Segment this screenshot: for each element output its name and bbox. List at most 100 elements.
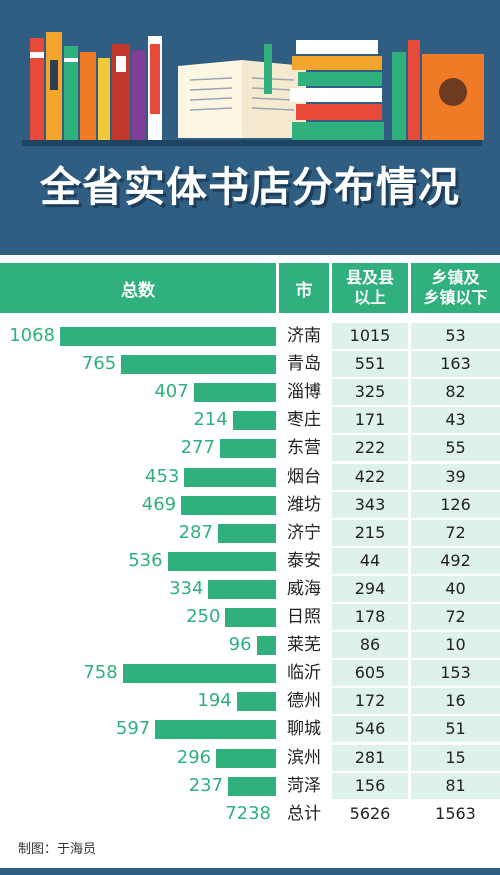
county-cell: 44	[332, 547, 408, 574]
bar-value-label: 407	[154, 381, 189, 403]
city-label: 泰安	[287, 550, 321, 571]
county-cell: 1015	[332, 323, 408, 349]
table-row: 194 德州 172 16	[0, 687, 500, 715]
bar-value-label: 469	[141, 493, 177, 515]
city-label: 济宁	[287, 522, 321, 543]
bar	[236, 692, 276, 712]
bar-value-label: 536	[128, 549, 163, 571]
credit-text: 制图：于海员	[18, 842, 97, 857]
bar	[184, 467, 276, 487]
table-row: 597 聊城 546 51	[0, 715, 500, 743]
bar-value-label: 7238	[225, 802, 271, 824]
bar	[155, 720, 276, 740]
bar-value-label: 287	[178, 521, 213, 543]
bar	[122, 664, 276, 684]
county-cell: 172	[332, 688, 408, 715]
county-cell: 156	[332, 772, 408, 799]
town-cell: 153	[411, 660, 500, 687]
bar-value-label: 194	[197, 690, 232, 712]
books-illustration	[22, 32, 484, 146]
table-row: 296 滨州 281 15	[0, 744, 500, 772]
city-label: 菏泽	[287, 775, 321, 796]
table-row: 469 潍坊 343 126	[0, 491, 500, 519]
header-total: 总数	[0, 263, 276, 313]
bar-value-label: 277	[180, 437, 215, 459]
town-cell: 16	[411, 688, 500, 715]
city-label: 滨州	[287, 747, 321, 768]
table-row: 287 济宁 215 72	[0, 519, 500, 547]
table-row: 1068 济南 1015 53	[0, 322, 500, 350]
county-cell: 178	[332, 604, 408, 630]
table-row: 453 烟台 422 39	[0, 463, 500, 491]
bar	[60, 327, 276, 346]
bar-value-label: 758	[83, 662, 118, 684]
bar	[216, 748, 276, 768]
bar	[217, 523, 276, 543]
city-label: 东营	[287, 438, 321, 459]
table-row: 96 莱芜 86 10	[0, 631, 500, 659]
bar	[232, 411, 276, 431]
bar	[208, 579, 276, 599]
city-label: 临沂	[287, 663, 321, 684]
bar-value-label: 1068	[9, 325, 55, 346]
table-row: 250 日照 178 72	[0, 603, 500, 631]
table-row: 334 威海 294 40	[0, 575, 500, 603]
city-label: 烟台	[287, 466, 321, 487]
bar	[193, 383, 276, 403]
county-cell: 281	[332, 744, 408, 771]
bar-value-label: 96	[228, 634, 252, 656]
table-row: 237 菏泽 156 81	[0, 772, 500, 800]
bar	[225, 608, 276, 627]
town-cell: 492	[411, 547, 500, 574]
bar	[256, 636, 276, 656]
table-row: 214 枣庄 171 43	[0, 406, 500, 434]
bar-value-label: 296	[176, 746, 212, 768]
table-row: 758 临沂 605 153	[0, 659, 500, 687]
county-cell: 5626	[349, 803, 391, 823]
county-cell: 294	[332, 575, 408, 602]
town-cell: 163	[411, 351, 500, 378]
bar-value-label: 237	[188, 774, 224, 796]
city-label: 德州	[287, 691, 321, 712]
bar-value-label: 597	[115, 718, 151, 740]
county-cell: 86	[332, 632, 408, 659]
town-cell: 126	[411, 491, 500, 518]
bar	[219, 439, 276, 459]
total-row: 7238 总计 5626 1563	[0, 800, 500, 828]
county-cell: 422	[332, 463, 408, 490]
bar	[181, 495, 276, 515]
page-title: 全省实体书店分布情况	[40, 163, 460, 211]
town-cell: 51	[411, 716, 500, 743]
bar-value-label: 250	[186, 606, 221, 627]
town-cell: 72	[411, 519, 500, 546]
header-town: 乡镇及 乡镇以下	[411, 263, 500, 313]
county-cell: 325	[332, 379, 408, 406]
city-label: 潍坊	[287, 494, 321, 515]
county-cell: 215	[332, 519, 408, 546]
table-row: 277 东营 222 55	[0, 434, 500, 462]
town-cell: 72	[411, 604, 500, 630]
bar	[121, 355, 276, 375]
town-cell: 10	[411, 632, 500, 659]
city-label: 聊城	[287, 719, 321, 740]
table-row: 536 泰安 44 492	[0, 547, 500, 575]
county-cell: 546	[332, 716, 408, 743]
bottom-strip	[0, 868, 500, 875]
bar-value-label: 453	[145, 465, 180, 487]
town-cell: 43	[411, 407, 500, 434]
bar-value-label: 765	[81, 353, 117, 375]
table-row: 407 淄博 325 82	[0, 378, 500, 406]
city-label: 淄博	[287, 382, 321, 403]
town-cell: 53	[411, 323, 500, 349]
city-label: 济南	[287, 326, 321, 346]
county-cell: 222	[332, 435, 408, 462]
header-banner: 全省实体书店分布情况	[0, 0, 500, 255]
bar-value-label: 214	[193, 409, 228, 431]
bar	[228, 776, 276, 796]
city-label: 总计	[287, 803, 321, 824]
town-cell: 15	[411, 744, 500, 771]
header-county: 县及县 以上	[332, 263, 408, 313]
city-label: 威海	[287, 578, 321, 599]
county-cell: 551	[332, 351, 408, 378]
city-label: 枣庄	[287, 410, 321, 431]
